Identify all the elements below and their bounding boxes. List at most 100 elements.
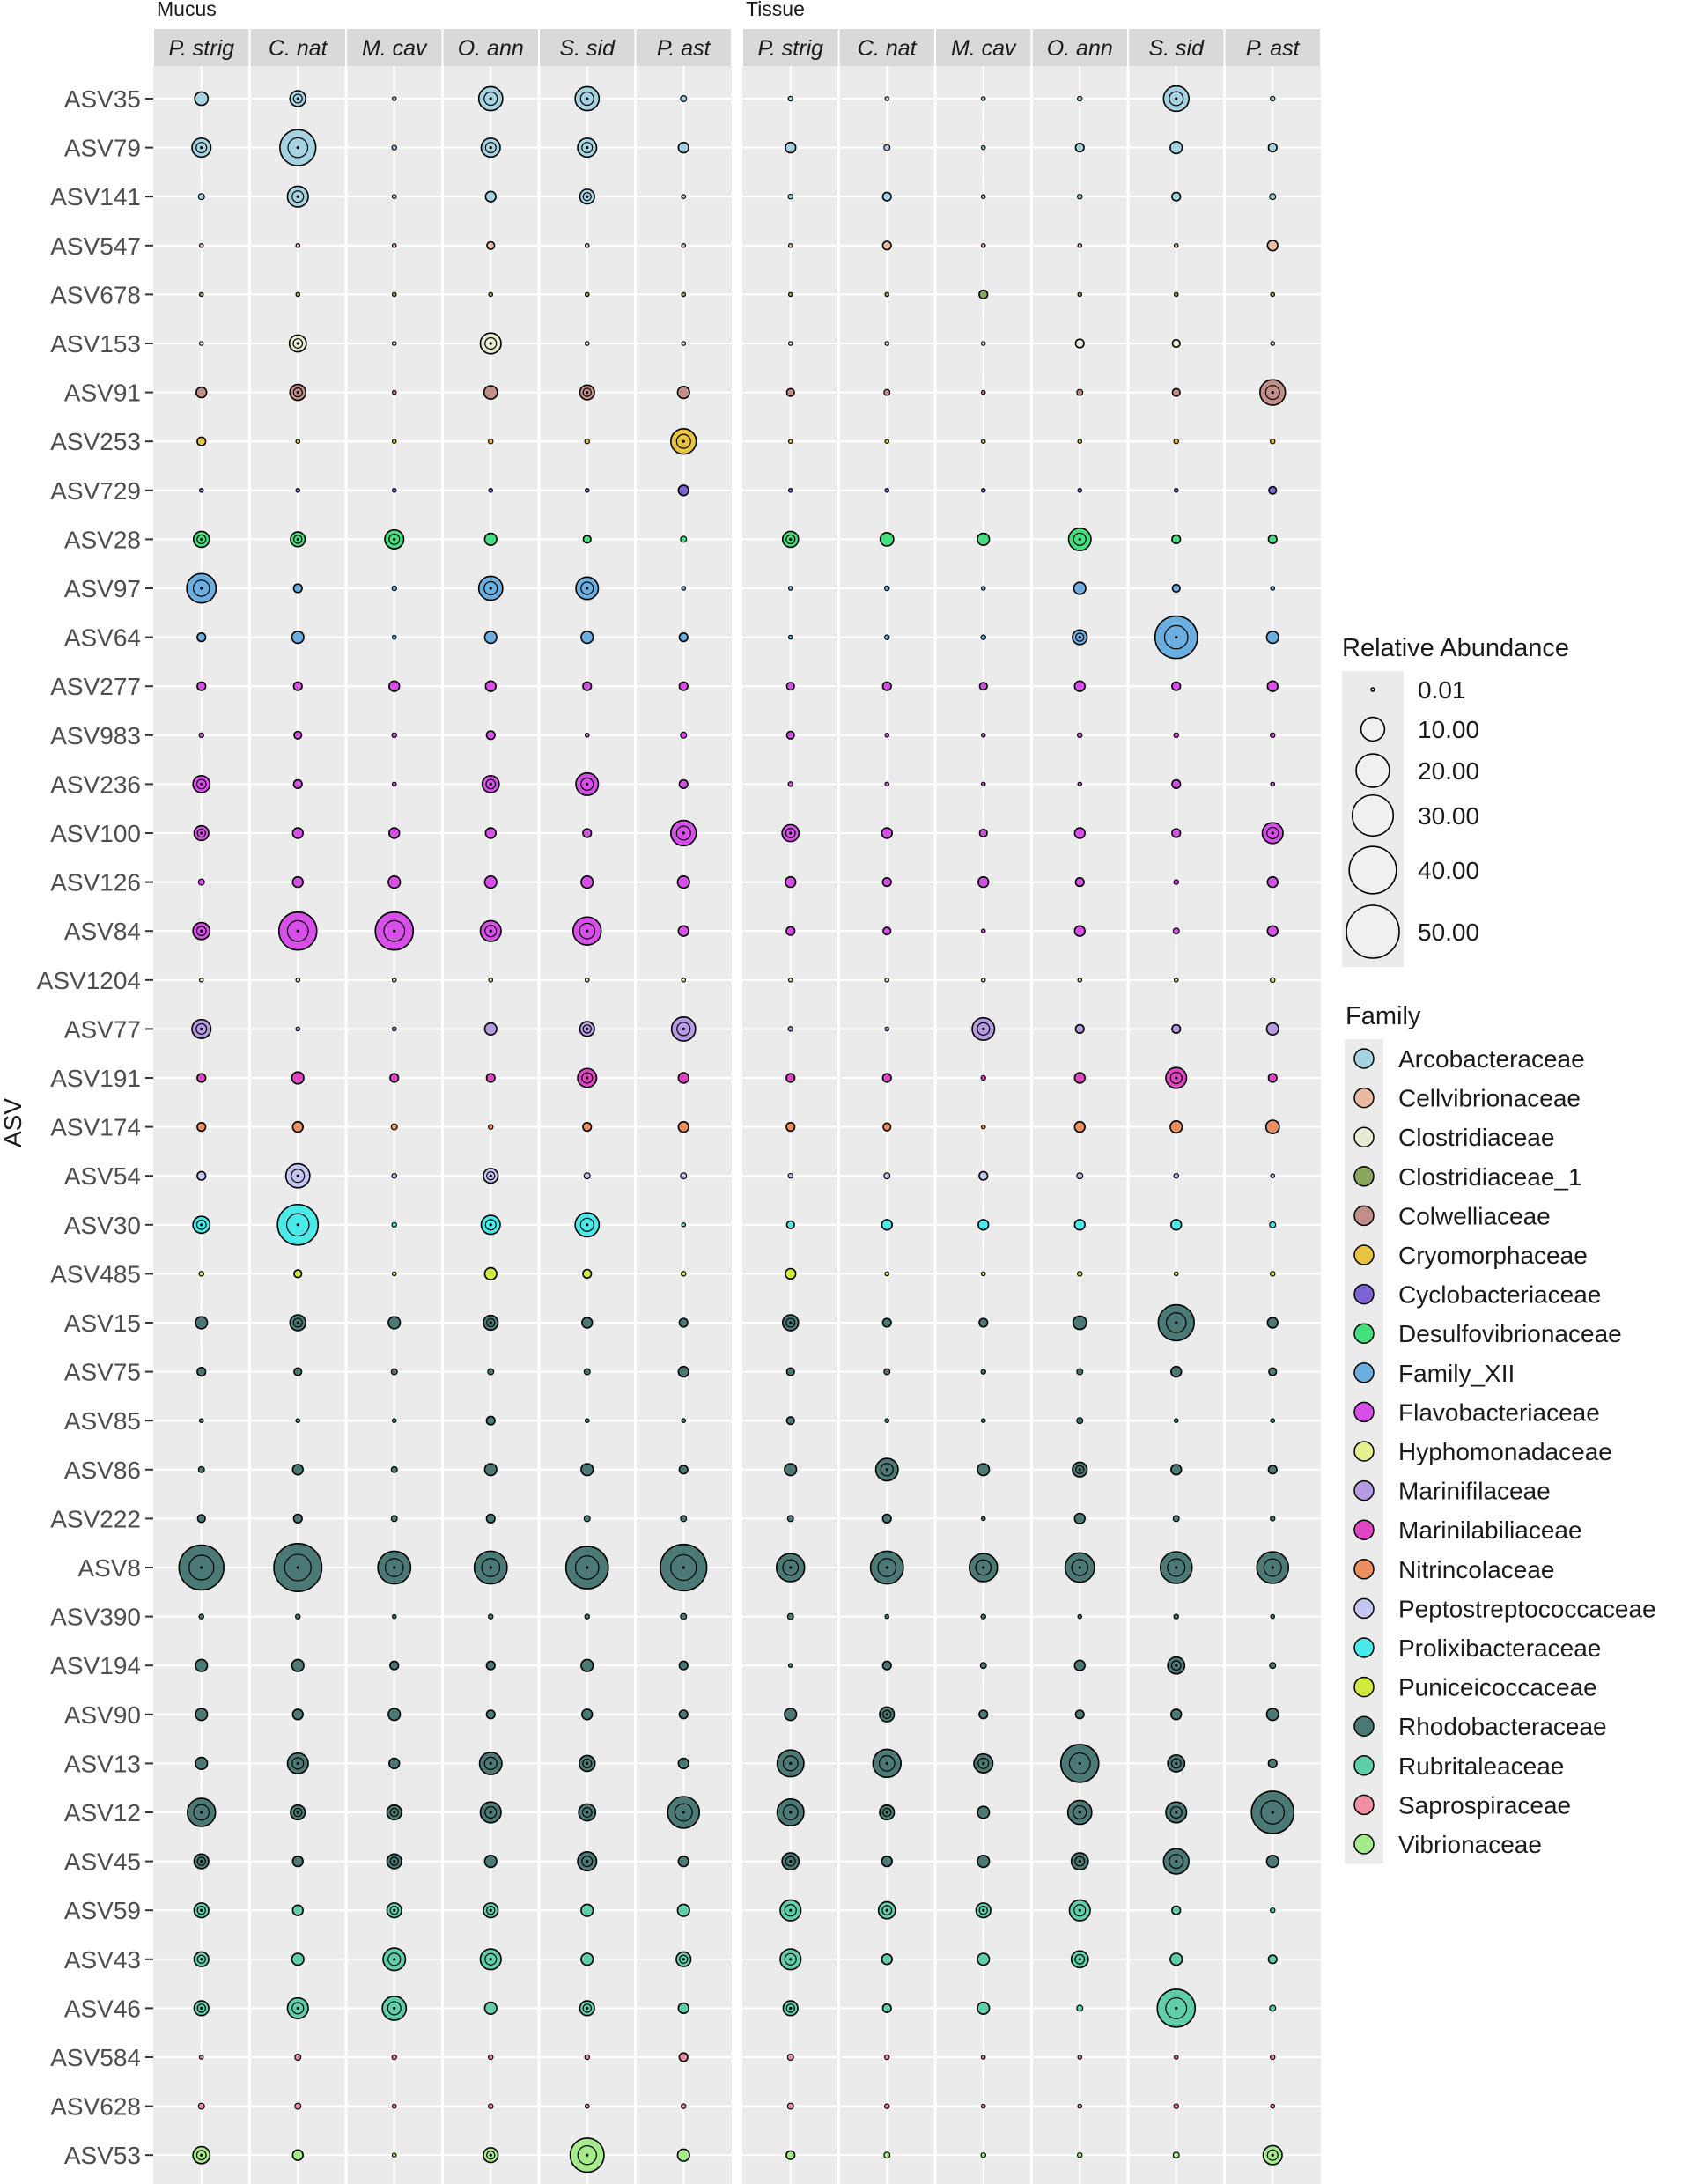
bubble — [291, 1904, 304, 1916]
bubble — [881, 240, 892, 251]
bubble — [680, 731, 688, 739]
bubble — [198, 2055, 204, 2060]
bubble — [295, 291, 301, 298]
bubble — [1170, 1708, 1183, 1721]
bubble — [488, 1613, 494, 1620]
bubble — [1173, 242, 1179, 248]
bubble-center-dot — [489, 929, 492, 933]
y-tick-label: ASV485 — [50, 1260, 141, 1288]
bubble — [884, 732, 890, 738]
bubble-center-dot — [200, 929, 203, 933]
bubble — [1173, 487, 1179, 493]
bubble-inner-ring — [285, 1213, 310, 1237]
bubble — [1169, 141, 1183, 155]
size-key — [1370, 687, 1375, 692]
bubble-inner-ring — [293, 535, 303, 544]
strip — [154, 29, 249, 66]
bubble — [1077, 193, 1083, 200]
y-tick-label: ASV12 — [64, 1799, 141, 1826]
bubble-center-dot — [1271, 1566, 1274, 1569]
bubble — [485, 1709, 496, 1720]
bubble — [391, 732, 397, 739]
bubble — [291, 1071, 305, 1085]
bubble-inner-ring — [481, 1558, 501, 1577]
y-tick-label: ASV15 — [64, 1310, 141, 1337]
bubble-center-dot — [682, 1958, 685, 1961]
bubble — [786, 2102, 794, 2110]
bubble — [787, 291, 793, 298]
bubble-center-dot — [682, 1027, 685, 1030]
bubble — [677, 1072, 689, 1084]
bubble — [1077, 1271, 1083, 1277]
y-tick-label: ASV53 — [64, 2142, 141, 2169]
bubble — [483, 2001, 498, 2015]
family-key — [1353, 1205, 1375, 1227]
bubble-inner-ring — [292, 93, 303, 104]
bubble — [681, 242, 687, 248]
bubble — [1171, 338, 1181, 349]
bubble — [391, 2054, 397, 2061]
bubble — [1173, 732, 1179, 739]
bubble-center-dot — [586, 1811, 589, 1814]
bubble — [884, 781, 890, 787]
bubble — [1269, 1662, 1277, 1670]
bubble — [787, 634, 793, 640]
bubble — [977, 1463, 991, 1477]
bubble — [484, 827, 497, 839]
family-key-label: Cryomorphaceae — [1398, 1242, 1588, 1269]
bubble — [1073, 581, 1087, 595]
strip-label: M. cav — [362, 36, 428, 61]
bubble — [488, 2103, 494, 2109]
bubble — [294, 2102, 302, 2110]
y-tick-label: ASV628 — [50, 2093, 141, 2121]
family-key-label: Peptostreptococcaceae — [1398, 1595, 1656, 1622]
bubble — [1265, 1708, 1279, 1722]
plot-panels: Mucus P. strig C. nat M. cav O. ann S. sid P. … — [153, 0, 1321, 2184]
bubble-center-dot — [789, 831, 793, 835]
bubble — [197, 1465, 205, 1473]
bubble-inner-ring — [580, 777, 594, 791]
y-tick-label: ASV45 — [64, 1848, 141, 1876]
bubble — [676, 874, 690, 889]
bubble-inner-ring — [384, 1558, 404, 1577]
bubble — [980, 732, 986, 738]
bubble — [1076, 1172, 1084, 1180]
bubble — [584, 487, 590, 493]
family-key — [1353, 1166, 1375, 1187]
bubble — [680, 535, 688, 543]
facet-title: Mucus — [157, 0, 217, 20]
bubble-inner-ring — [484, 142, 497, 154]
family-key — [1353, 1441, 1375, 1462]
bubble — [391, 1221, 397, 1228]
family-key — [1353, 1597, 1375, 1620]
family-key-label: Arcobacteraceae — [1398, 1045, 1585, 1073]
bubble — [1270, 1271, 1276, 1277]
family-key-label: Prolixibacteraceae — [1398, 1634, 1601, 1662]
bubble — [390, 1515, 398, 1523]
size-key — [1355, 753, 1390, 788]
bubble — [291, 1952, 305, 1966]
bubble-center-dot — [296, 97, 299, 100]
bubble — [677, 1757, 689, 1770]
family-key — [1353, 1401, 1375, 1423]
bubble — [1264, 1119, 1280, 1135]
bubble-center-dot — [200, 1027, 203, 1030]
strip — [1032, 29, 1127, 66]
bubble-center-dot — [682, 439, 685, 443]
family-key — [1353, 1283, 1375, 1305]
bubble-center-dot — [489, 1223, 492, 1227]
size-key-label: 10.00 — [1418, 716, 1479, 743]
bubble — [391, 2103, 397, 2109]
bubble-center-dot — [489, 1566, 492, 1569]
bubble — [1265, 1855, 1279, 1869]
bubble — [580, 1463, 594, 1477]
bubble — [1173, 978, 1179, 983]
bubble — [980, 439, 986, 445]
strip-label: P. ast — [1246, 36, 1301, 61]
strip — [250, 29, 345, 66]
bubble — [198, 341, 204, 346]
bubble-inner-ring — [782, 1755, 799, 1772]
bubble-inner-ring — [483, 580, 498, 596]
bubble — [485, 1073, 496, 1083]
bubble — [785, 1367, 795, 1376]
